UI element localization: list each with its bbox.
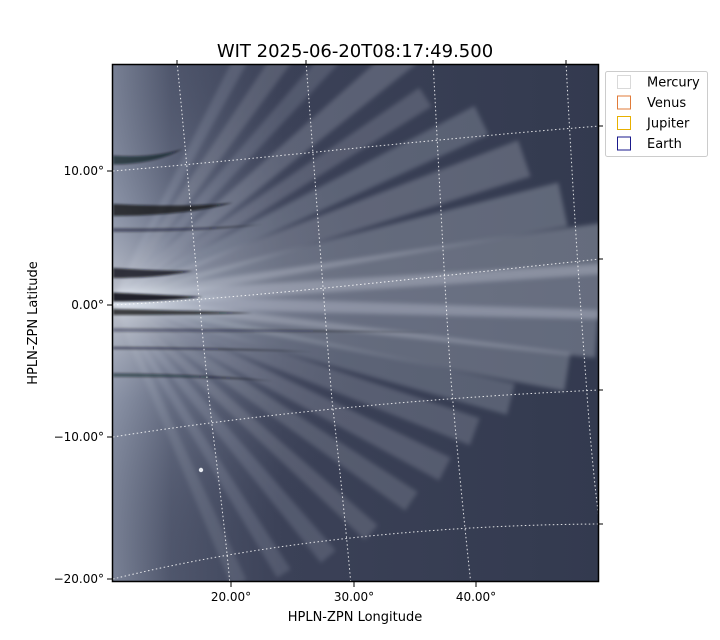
streamer-ray (113, 65, 338, 302)
chart-title: WIT 2025-06-20T08:17:49.500 (217, 41, 493, 62)
streamer-ray (113, 65, 415, 303)
streamer-ray (113, 105, 489, 304)
plot-frame (111, 63, 600, 583)
grid-line-lon-15 (176, 65, 231, 581)
streamer-ray (113, 297, 451, 481)
dark-lane (113, 346, 313, 352)
legend-label-venus: Venus (647, 96, 686, 111)
dark-lane (113, 309, 253, 315)
streamer-ray (113, 182, 568, 306)
dark-lane (113, 148, 183, 165)
x-axis: 20.00° 30.00° 40.00° HPLN-ZPN Longitude (211, 581, 496, 625)
legend-label-earth: Earth (647, 137, 682, 152)
y-axis-label: HPLN-ZPN Latitude (26, 261, 41, 384)
streamer-ray (113, 298, 291, 578)
streamer-ray (113, 296, 515, 415)
streamer-ray (113, 65, 290, 302)
legend-swatch-mercury (617, 75, 631, 89)
bright-point (198, 467, 204, 473)
grid-line-lon-30 (432, 65, 472, 581)
y-tick-label: 10.00° (64, 164, 104, 178)
y-tick-label: 0.00° (71, 298, 104, 312)
dark-lane (113, 328, 433, 333)
grid-line-lat-0 (113, 258, 598, 306)
legend-swatch-jupiter (617, 116, 631, 130)
dark-lane (113, 373, 273, 381)
y-tick-label: −10.00° (54, 430, 104, 444)
coronal-streamers (113, 65, 598, 581)
dark-lanes (113, 148, 433, 381)
streamer-ray (113, 296, 480, 446)
legend-label-mercury: Mercury (647, 76, 700, 91)
y-axis: 10.00° 0.00° −10.00° −20.00° HPLN-ZPN La… (26, 164, 113, 586)
grid-line-lat-neg20 (113, 523, 598, 580)
plot-image (113, 65, 598, 581)
grid-line-lon-40 (565, 65, 598, 515)
streamer-ray (113, 140, 531, 305)
legend: Mercury Venus Jupiter Earth (605, 71, 708, 157)
streamer-ray (113, 299, 247, 581)
streamer-ray (113, 65, 246, 301)
x-tick-label: 40.00° (456, 590, 496, 604)
dark-lane (113, 268, 193, 278)
streamer-ray (113, 298, 378, 540)
x-axis-label: HPLN-ZPN Longitude (288, 610, 423, 625)
streamer-ray (113, 295, 571, 391)
right-axis-ticks (598, 125, 603, 525)
streamer-ray (113, 298, 336, 563)
dark-lane (113, 202, 233, 216)
dark-lane (113, 292, 203, 302)
grid-line-lat-neg10 (113, 389, 598, 438)
legend-swatch-venus (617, 95, 631, 110)
top-axis-ticks (176, 60, 567, 65)
x-tick-label: 20.00° (211, 590, 251, 604)
dark-lane (113, 224, 263, 232)
grid-line-lon-20 (305, 65, 352, 581)
streamer-ray (113, 87, 432, 303)
legend-swatch-earth (617, 136, 631, 151)
streamer-ray (113, 297, 418, 511)
legend-box (605, 71, 708, 157)
grid-line-lat-10 (113, 125, 598, 172)
legend-label-jupiter: Jupiter (646, 117, 690, 132)
y-tick-label: −20.00° (54, 572, 104, 586)
coordinate-grid (113, 65, 598, 581)
x-tick-label: 30.00° (334, 590, 374, 604)
